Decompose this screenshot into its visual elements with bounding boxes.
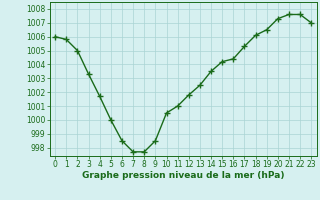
X-axis label: Graphe pression niveau de la mer (hPa): Graphe pression niveau de la mer (hPa) [82, 171, 284, 180]
